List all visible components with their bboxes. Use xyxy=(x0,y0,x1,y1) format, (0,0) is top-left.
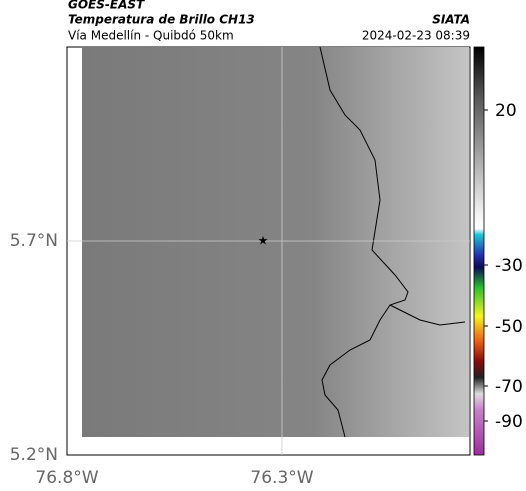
source: SIATA xyxy=(432,13,470,27)
colorbar-label: -50 xyxy=(495,317,523,337)
location-marker: ★ xyxy=(258,234,269,248)
title: GOES-EAST xyxy=(68,0,145,12)
colorbar-label: -30 xyxy=(495,256,523,276)
lon-label: 76.3°W xyxy=(250,468,313,488)
datetime: 2024-02-23 08:39 xyxy=(362,29,470,43)
satellite-image xyxy=(82,47,469,437)
lat-label: 5.7°N xyxy=(10,231,58,251)
colorbar-ticks: 20 -30 -50 -70 -90 xyxy=(484,101,523,432)
colorbar-label: -90 xyxy=(495,412,523,432)
lon-label: 76.8°W xyxy=(35,468,98,488)
colorbar-label: -70 xyxy=(495,377,523,397)
colorbar-label: 20 xyxy=(495,101,517,121)
location: Vía Medellín - Quibdó 50km xyxy=(68,29,234,43)
colorbar xyxy=(473,46,485,456)
coastline xyxy=(319,46,409,438)
subtitle: Temperatura de Brillo CH13 xyxy=(68,13,255,27)
lat-label: 5.2°N xyxy=(10,445,58,465)
border xyxy=(389,304,466,326)
